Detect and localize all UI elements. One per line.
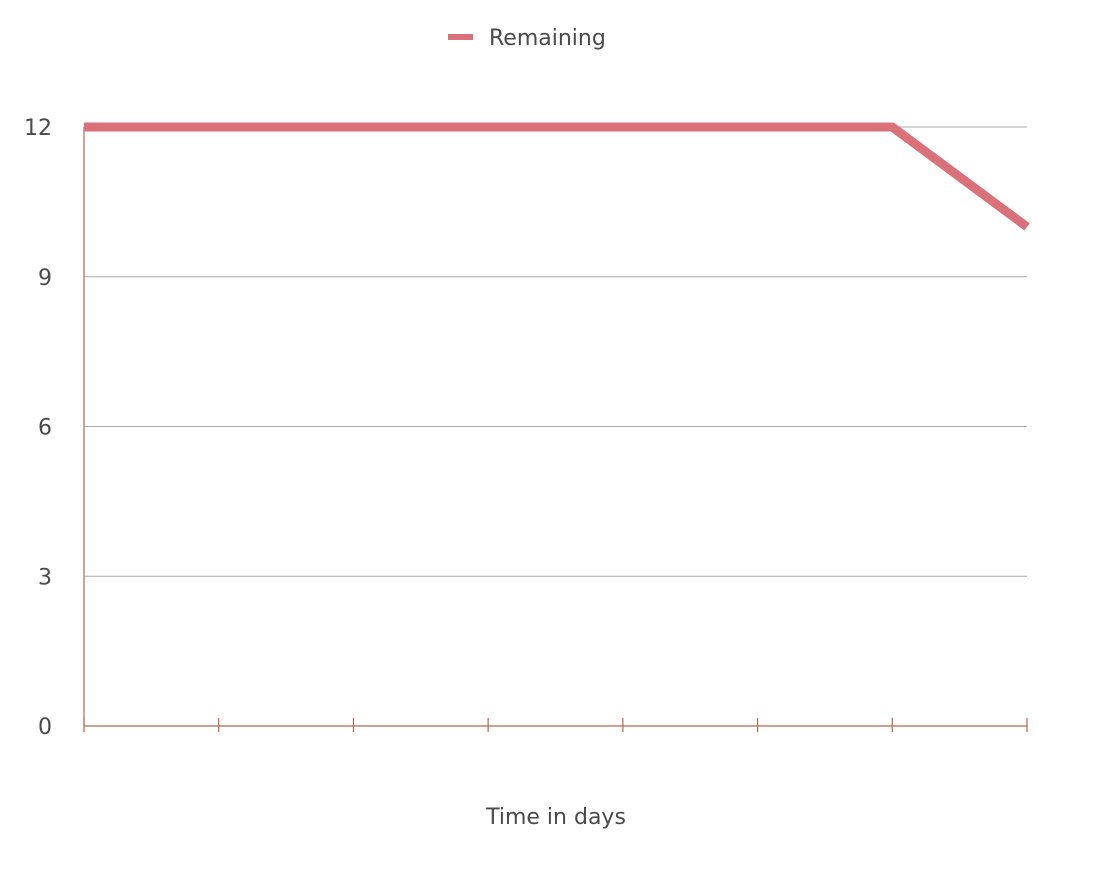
y-tick-label-0: 0	[38, 715, 52, 740]
gridlines	[84, 126, 1027, 577]
x-axis-title: Time in days	[485, 805, 626, 830]
axes	[83, 127, 1028, 732]
legend-label-remaining: Remaining	[489, 26, 606, 51]
series-line-0	[84, 122, 1030, 231]
series-layer	[84, 122, 1030, 231]
y-tick-label-12: 12	[24, 116, 52, 141]
y-tick-label-9: 9	[38, 266, 52, 291]
legend: Remaining	[448, 26, 606, 51]
y-tick-label-3: 3	[38, 565, 52, 590]
y-tick-label-6: 6	[38, 416, 52, 441]
y-axis-tick-labels: 0 3 6 9 12	[24, 116, 52, 740]
